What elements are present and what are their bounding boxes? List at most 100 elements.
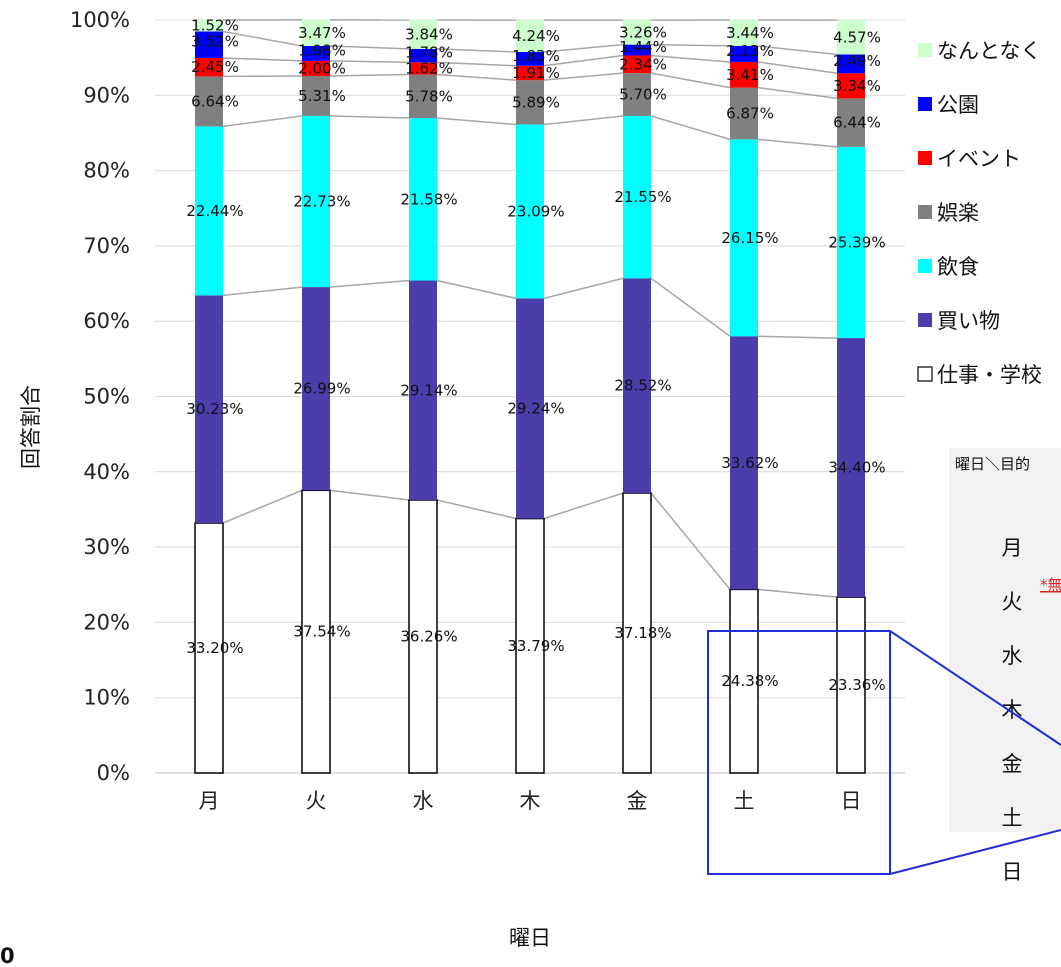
bar-segment	[623, 116, 651, 279]
series-line-segment	[222, 115, 303, 128]
side-table-row: 金	[1002, 752, 1023, 776]
segment-label: 1.78%	[405, 44, 453, 62]
segment-label: 25.39%	[828, 233, 885, 251]
bar-segment	[301, 489, 331, 774]
bar-segment	[409, 118, 437, 281]
callout-line-bottom	[889, 829, 1061, 875]
series-line-segment	[543, 115, 624, 126]
series-line-segment	[543, 277, 624, 300]
series-line-segment	[543, 43, 624, 53]
bar-segment	[409, 62, 437, 75]
bar-segment	[195, 57, 223, 77]
y-axis-ticks: 0% 10% 20% 30% 40% 50% 60% 70% 80% 90% 100%	[70, 8, 130, 785]
bar-segment	[836, 596, 866, 774]
series-line-segment	[329, 279, 410, 288]
legend-label: 仕事・学校	[937, 363, 1042, 387]
y-tick-label: 40%	[83, 460, 130, 484]
series-line-segment	[757, 45, 838, 56]
bar-segment	[195, 31, 223, 58]
series-line-segment	[650, 43, 731, 47]
segment-label: 6.64%	[191, 92, 239, 110]
segment-label: 23.36%	[828, 676, 885, 694]
bar-segment	[302, 60, 330, 76]
bar-segment	[837, 73, 865, 99]
bar-segment	[837, 98, 865, 147]
segment-label: 1.83%	[512, 47, 560, 65]
x-tick-label: 月	[199, 789, 220, 813]
bar-segment	[516, 124, 544, 299]
segment-label: 29.14%	[400, 381, 457, 399]
series-line-segment	[436, 48, 517, 53]
segment-label: 34.40%	[828, 459, 885, 477]
series-line-segment	[650, 492, 731, 590]
segment-label: 23.09%	[507, 202, 564, 220]
series-line-segment	[543, 54, 624, 67]
bar-segment	[622, 492, 652, 774]
side-table-header: 曜日＼目的	[955, 455, 1030, 473]
legend-swatch	[918, 43, 932, 57]
legend-label: なんとなく	[937, 39, 1041, 63]
bar-segment	[302, 45, 330, 61]
side-table-row: 月	[1002, 536, 1023, 560]
series-line-segment	[329, 73, 410, 77]
segment-label: 33.20%	[186, 639, 243, 657]
segment-label: 30.23%	[186, 400, 243, 418]
segment-label: 1.52%	[191, 17, 239, 35]
series-line-segment	[650, 277, 731, 337]
series-connector-lines	[222, 19, 838, 598]
side-table-row: 土	[1002, 806, 1023, 830]
side-table-row: 日	[1002, 860, 1023, 884]
segment-label: 21.58%	[400, 190, 457, 208]
legend-label: 買い物	[937, 309, 1000, 333]
x-axis-title: 曜日	[509, 926, 551, 950]
bar-segment	[195, 126, 223, 296]
highlight-callout	[707, 630, 1061, 875]
segment-label: 3.34%	[833, 77, 881, 95]
segment-label: 3.52%	[191, 33, 239, 51]
legend-label: 娯楽	[937, 201, 979, 225]
segment-label: 5.89%	[512, 93, 560, 111]
series-line-segment	[757, 86, 838, 100]
highlight-box	[707, 630, 891, 875]
bar-segment	[516, 52, 544, 66]
corner-text: 0	[0, 944, 15, 967]
legend-swatch	[918, 97, 932, 111]
segment-label: 5.70%	[619, 86, 667, 104]
y-tick-label: 10%	[83, 686, 130, 710]
y-tick-label: 60%	[83, 309, 130, 333]
segment-label: 5.78%	[405, 87, 453, 105]
bar-segment	[623, 44, 651, 56]
series-line-segment	[436, 499, 517, 520]
series-line-segment	[436, 279, 517, 300]
bar-segment	[837, 54, 865, 74]
bar-segment	[837, 20, 865, 55]
callout-line-top	[889, 630, 1061, 746]
segment-labels: 33.20% 30.23% 22.44% 6.64% 2.45% 3.52%1.52% 37…	[186, 17, 885, 694]
x-tick-label: 木	[520, 789, 541, 813]
series-line-segment	[650, 115, 731, 141]
bar-segment	[837, 338, 865, 598]
series-line-segment	[543, 492, 624, 520]
segment-label: 4.24%	[512, 27, 560, 45]
series-line-segment	[222, 286, 303, 297]
bar-segment	[194, 522, 224, 774]
segment-label: 28.52%	[614, 377, 671, 395]
bar-segment	[730, 87, 758, 140]
series-line-segment	[329, 489, 410, 501]
segment-label: 37.18%	[614, 624, 671, 642]
x-tick-label: 日	[841, 789, 862, 813]
x-tick-label: 金	[627, 789, 648, 813]
y-tick-label: 100%	[70, 8, 130, 32]
bar-segment	[409, 74, 437, 119]
legend-swatch	[918, 205, 932, 219]
bar-segment	[730, 45, 758, 62]
bar-segment	[730, 139, 758, 337]
segment-label: 33.79%	[507, 637, 564, 655]
y-tick-label: 0%	[97, 761, 130, 785]
segment-label: 24.38%	[721, 672, 778, 690]
segment-label: 33.62%	[721, 454, 778, 472]
segment-label: 6.44%	[833, 114, 881, 132]
